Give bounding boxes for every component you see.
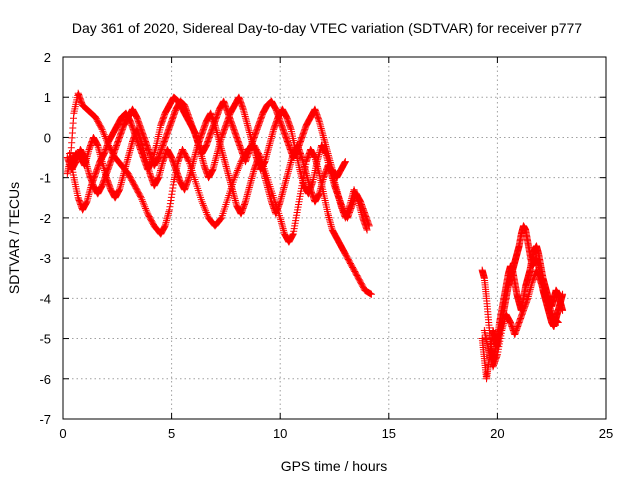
data-point — [100, 129, 108, 137]
data-point — [202, 209, 210, 217]
data-point — [216, 216, 224, 224]
y-tick-label: -1 — [39, 171, 51, 186]
data-point — [100, 131, 108, 139]
y-tick-label: -4 — [39, 291, 51, 306]
data-point — [341, 158, 349, 166]
axis-ticks — [62, 56, 607, 420]
data-point — [138, 196, 146, 204]
data-point — [235, 163, 243, 171]
data-point — [554, 318, 562, 326]
data-point — [201, 205, 209, 213]
y-tick-label: -7 — [39, 412, 51, 427]
x-tick-labels: 0 5 10 15 20 25 — [59, 426, 613, 441]
data-points — [63, 89, 567, 383]
data-point — [97, 124, 105, 132]
data-point — [198, 198, 206, 206]
y-axis-label: SDTVAR / TECUs — [6, 182, 22, 294]
y-tick-label: -3 — [39, 251, 51, 266]
data-point — [233, 167, 241, 175]
data-point — [203, 210, 211, 218]
y-tick-label: -5 — [39, 332, 51, 347]
y-tick-label: -2 — [39, 211, 51, 226]
y-tick-label: 1 — [44, 90, 51, 105]
data-point — [200, 203, 208, 211]
x-tick-label: 10 — [273, 426, 287, 441]
data-point — [234, 165, 242, 173]
data-point — [232, 170, 240, 178]
x-axis-label: GPS time / hours — [281, 458, 388, 474]
series-t7 — [480, 266, 562, 371]
data-point — [236, 159, 244, 167]
series-t3 — [68, 109, 371, 234]
data-point — [233, 168, 241, 176]
data-point — [99, 127, 107, 135]
data-point — [98, 125, 106, 133]
series-t6 — [478, 242, 567, 363]
y-tick-label: 0 — [44, 130, 51, 145]
data-point — [141, 203, 149, 211]
chart-title: Day 361 of 2020, Sidereal Day-to-day VTE… — [72, 20, 582, 36]
data-point — [136, 192, 144, 200]
data-point — [139, 199, 147, 207]
data-point — [140, 201, 148, 209]
data-point — [363, 226, 371, 234]
plot-frame — [62, 56, 607, 420]
data-point — [236, 161, 244, 169]
data-point — [367, 290, 375, 298]
data-point — [143, 208, 151, 216]
series-t4 — [63, 97, 349, 198]
data-point — [139, 197, 147, 205]
x-tick-label: 15 — [382, 426, 396, 441]
data-point — [199, 200, 207, 208]
y-tick-labels: 2 1 0 -1 -2 -3 -4 -5 -6 -7 — [39, 50, 51, 427]
x-tick-label: 5 — [168, 426, 175, 441]
data-point — [559, 306, 567, 314]
x-tick-label: 0 — [59, 426, 66, 441]
y-tick-label: -6 — [39, 372, 51, 387]
data-point — [231, 172, 239, 180]
data-point — [202, 207, 210, 215]
y-tick-label: 2 — [44, 50, 51, 65]
data-point — [199, 201, 207, 209]
data-point — [137, 194, 145, 202]
data-point — [142, 206, 150, 214]
data-point — [217, 215, 225, 223]
x-tick-label: 25 — [599, 426, 613, 441]
data-point — [101, 133, 109, 141]
x-tick-label: 20 — [490, 426, 504, 441]
data-point — [142, 205, 150, 213]
